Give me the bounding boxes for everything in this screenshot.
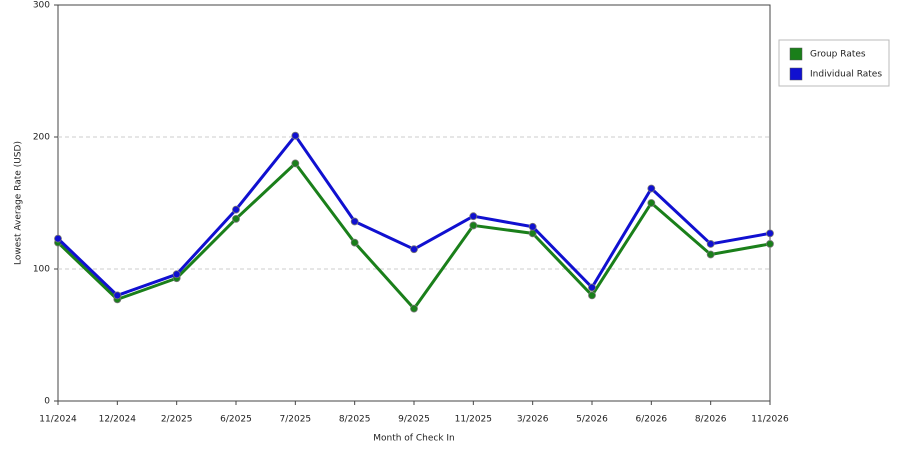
y-tick-label: 200 <box>33 133 50 143</box>
y-tick-label: 0 <box>44 397 50 407</box>
x-tick-label: 8/2025 <box>339 415 371 425</box>
x-tick-label: 3/2026 <box>517 415 549 425</box>
x-tick-label: 7/2025 <box>279 415 311 425</box>
x-tick-label: 6/2026 <box>635 415 667 425</box>
data-point <box>291 159 300 168</box>
x-tick-label: 11/2026 <box>751 415 789 425</box>
y-tick-label: 100 <box>33 265 50 275</box>
x-axis-label: Month of Check In <box>373 434 455 444</box>
data-point <box>766 229 774 238</box>
legend-swatch <box>789 67 803 81</box>
data-point <box>706 250 715 259</box>
legend-label: Group Rates <box>810 50 866 60</box>
plot-area <box>57 4 771 402</box>
data-point <box>410 304 418 313</box>
x-tick-label: 9/2025 <box>398 415 430 425</box>
data-point <box>350 238 359 247</box>
legend-label: Individual Rates <box>810 70 882 80</box>
data-point <box>647 184 656 193</box>
x-tick-label: 11/2024 <box>39 415 77 425</box>
data-point <box>54 234 62 243</box>
data-point <box>528 222 537 231</box>
legend-swatch <box>789 47 803 61</box>
data-point <box>291 131 300 140</box>
data-point <box>588 291 596 300</box>
y-tick-label: 300 <box>33 1 50 11</box>
data-point <box>232 205 240 214</box>
data-point <box>647 199 656 207</box>
data-point <box>469 221 478 230</box>
data-point <box>706 240 715 248</box>
data-point <box>113 291 122 300</box>
x-tick-label: 2/2025 <box>161 415 193 425</box>
data-point <box>588 283 596 292</box>
data-point <box>172 270 181 279</box>
data-point <box>232 214 240 223</box>
x-tick-label: 5/2026 <box>576 415 608 425</box>
data-point <box>766 240 774 248</box>
x-tick-label: 11/2025 <box>455 415 492 425</box>
x-tick-label: 6/2025 <box>220 415 252 425</box>
y-axis-label: Lowest Average Rate (USD) <box>14 141 24 265</box>
data-point <box>410 245 418 254</box>
x-tick-label: 8/2026 <box>695 415 727 425</box>
x-tick-label: 12/2024 <box>99 415 137 425</box>
data-point <box>350 217 359 226</box>
data-point <box>469 212 478 221</box>
